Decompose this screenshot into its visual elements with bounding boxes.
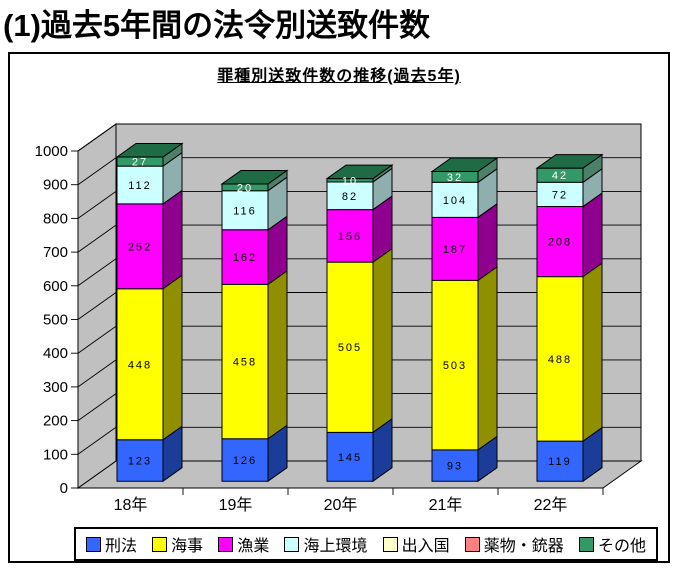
bar-value-label: 505: [338, 342, 362, 354]
svg-text:18年: 18年: [114, 496, 148, 514]
bar-value-label: 32: [447, 172, 463, 184]
svg-text:300: 300: [43, 379, 68, 396]
legend-item: 海上環境: [284, 532, 367, 556]
bar-value-label: 252: [128, 241, 152, 253]
bar-value-label: 116: [233, 205, 257, 217]
legend-swatch: [284, 536, 300, 552]
svg-text:100: 100: [43, 446, 68, 463]
chart-title: 罪種別送致件数の推移(過去5年): [217, 68, 461, 85]
legend-item: 薬物・銃器: [464, 532, 564, 556]
x-axis: 18年 19年 20年 21年 22年: [114, 488, 604, 514]
svg-text:200: 200: [43, 413, 68, 430]
svg-text:19年: 19年: [219, 496, 253, 514]
bar-value-label: 156: [338, 231, 362, 243]
bar-value-label: 72: [552, 189, 568, 201]
legend-label: 刑法: [105, 538, 138, 555]
legend-swatch: [382, 536, 398, 552]
bar-value-label: 488: [548, 354, 572, 366]
legend-swatch: [152, 536, 168, 552]
svg-text:21年: 21年: [429, 496, 463, 514]
bar-value-label: 112: [128, 180, 152, 192]
legend-item: 海事: [152, 532, 203, 556]
legend-swatch: [218, 536, 234, 552]
bar-value-label: 126: [233, 455, 257, 467]
svg-text:0: 0: [60, 480, 68, 497]
legend-item: 刑法: [86, 532, 137, 556]
bars: 123 448 252 112 27 126 458 162 116 20 145 505 156 82 1…: [115, 142, 604, 483]
bar-value-label: 104: [443, 195, 467, 207]
svg-text:500: 500: [43, 312, 68, 329]
bar-value-label: 187: [443, 244, 467, 256]
chart-legend: 刑法 海事 漁業 海上環境 出入国 薬物・銃器 その他: [74, 527, 658, 561]
legend-item: 漁業: [218, 532, 269, 556]
bar-value-label: 42: [552, 170, 568, 182]
bar-value-label: 145: [338, 452, 362, 464]
svg-text:700: 700: [43, 244, 68, 261]
bar-value-label: 27: [132, 157, 148, 169]
legend-label: 海上環境: [303, 538, 368, 555]
bar-value-label: 119: [548, 456, 572, 468]
bar-value-label: 162: [233, 252, 257, 264]
bar-value-label: 208: [548, 237, 572, 249]
bar-value-label: 20: [237, 182, 253, 194]
legend-item: その他: [578, 532, 646, 556]
legend-label: その他: [597, 538, 646, 555]
bar-value-label: 82: [342, 191, 358, 203]
svg-text:20年: 20年: [324, 496, 358, 514]
legend-swatch: [86, 536, 101, 552]
legend-swatch: [578, 536, 594, 552]
bar-value-label: 458: [233, 357, 257, 369]
svg-text:400: 400: [43, 345, 68, 362]
legend-label: 薬物・銃器: [483, 538, 564, 555]
legend-swatch: [464, 536, 480, 552]
bar-value-label: 448: [128, 359, 152, 371]
bar-value-label: 123: [128, 455, 152, 467]
legend-item: 出入国: [382, 532, 450, 556]
svg-text:800: 800: [43, 210, 68, 227]
svg-text:22年: 22年: [534, 496, 568, 514]
bar-value-label: 503: [443, 360, 467, 372]
legend-label: 海事: [171, 538, 204, 555]
svg-text:900: 900: [43, 177, 68, 194]
legend-label: 出入国: [401, 538, 450, 555]
bar-value-label: 93: [447, 461, 463, 473]
svg-text:600: 600: [43, 278, 68, 295]
legend-label: 漁業: [237, 538, 270, 555]
page-title: (1)過去5年間の法令別送致件数: [3, 8, 431, 43]
bar-value-label: 10: [342, 175, 358, 187]
svg-text:1000: 1000: [35, 143, 68, 160]
